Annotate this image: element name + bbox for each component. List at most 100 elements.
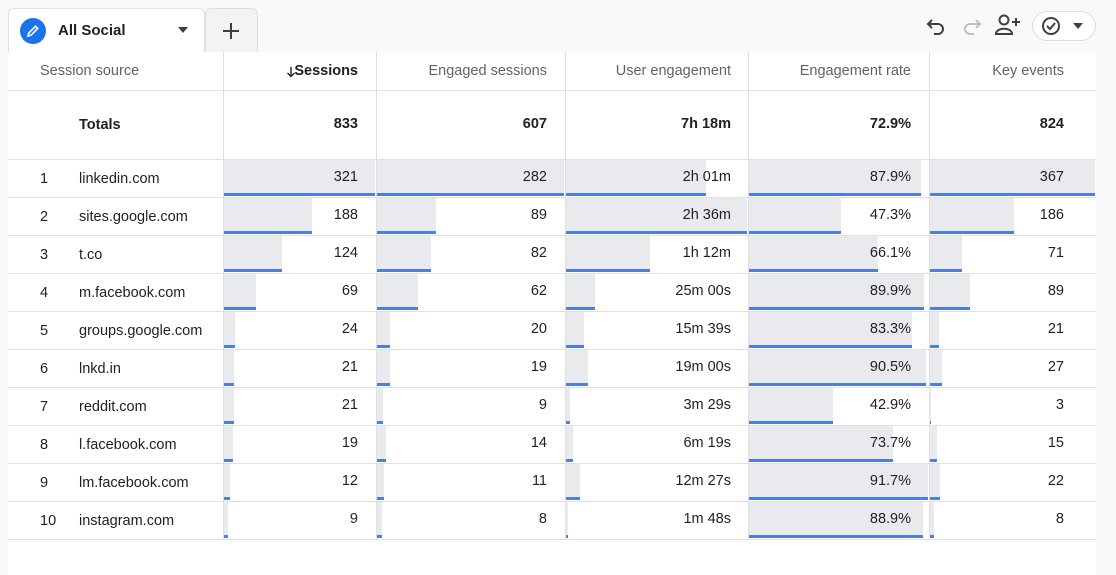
cell-bar [224,312,236,346]
share-icon[interactable] [994,12,1022,38]
cell-value: 69 [341,283,358,299]
column-header[interactable]: Sessions [294,63,358,79]
cell-bar-line [749,307,925,310]
cell-value: 66.1% [869,245,911,261]
cell-bar-line [224,497,230,500]
cell-value: 21 [341,397,358,413]
cell-bar-line [566,193,707,196]
row-rank: 4 [40,285,49,301]
column-header: Key events [992,63,1064,79]
cell-bar-line [566,383,589,386]
column-header: Engaged sessions [428,63,548,79]
column-header: User engagement [615,63,731,79]
cell-bar-line [377,269,432,272]
cell-bar-line [930,421,932,424]
cell-value: 3m 29s [683,397,731,413]
cell-bar-line [930,345,940,348]
cell-bar-line [224,535,229,538]
total-value: 607 [522,116,547,132]
cell-bar-line [224,421,234,424]
totals-label: Totals [79,117,121,133]
cell-bar [930,426,937,460]
cell-bar [224,160,375,194]
cell-bar [749,198,842,232]
cell-bar-line [377,193,564,196]
session-source: l.facebook.com [79,437,177,453]
cell-bar [377,312,391,346]
cell-bar-line [749,269,879,272]
cell-bar-line [930,497,940,500]
total-value: 7h 18m [681,116,731,132]
sort-arrow [286,65,296,78]
cell-value: 15 [1047,435,1064,451]
row-rank: 3 [40,247,49,263]
row-divider [8,539,1096,540]
cell-bar [566,312,585,346]
cell-bar [224,274,257,308]
undo-icon[interactable] [924,14,948,38]
cell-value: 367 [1039,169,1064,185]
status-button[interactable] [1032,11,1096,41]
cell-bar-line [930,269,962,272]
cell-bar-line [566,421,571,424]
row-divider [8,425,1096,426]
tab[interactable]: All Social [8,8,205,53]
session-source: instagram.com [79,513,175,529]
session-source: sites.google.com [79,209,188,225]
cell-value: 188 [333,207,358,223]
cell-bar [930,160,1095,194]
row-divider [8,273,1096,274]
cell-value: 73.7% [869,435,911,451]
cell-value: 1m 48s [683,511,731,527]
cell-bar-line [224,231,313,234]
cell-value: 71 [1047,245,1064,261]
cell-bar [224,236,283,270]
row-divider [8,90,1096,91]
cell-bar [566,388,571,422]
session-source: t.co [79,247,103,263]
cell-value: 8 [1055,511,1064,527]
cell-bar [377,502,383,536]
cell-value: 14 [530,435,547,451]
cell-bar [930,464,940,498]
row-divider [8,197,1096,198]
row-divider [8,463,1096,464]
cell-bar-line [749,535,923,538]
cell-bar-line [930,307,970,310]
cell-value: 8 [538,511,547,527]
cell-bar-line [377,459,387,462]
cell-bar-line [749,345,912,348]
cell-bar-line [749,459,893,462]
dropdown-arrow[interactable] [177,26,189,34]
data-table: Session source Sessions Engaged sessions Us… [8,52,1096,575]
row-rank: 5 [40,323,49,339]
cell-value: 9 [538,397,547,413]
cell-bar-line [224,269,283,272]
cell-bar [224,426,233,460]
column-divider [565,52,566,539]
cell-bar [224,350,234,384]
column-divider [223,52,224,539]
cell-value: 20 [530,321,547,337]
cell-bar-line [749,383,926,386]
redo-icon[interactable] [960,14,984,38]
cell-value: 21 [341,359,358,375]
cell-bar-line [224,459,233,462]
cell-bar [377,464,385,498]
cell-bar [930,502,934,536]
cell-bar [930,312,940,346]
cell-bar [224,198,313,232]
add-tab[interactable] [205,8,258,54]
cell-bar-line [224,193,375,196]
cell-value: 12m 27s [675,473,731,489]
cell-bar [930,274,970,308]
cell-bar [749,426,893,460]
cell-bar [377,198,437,232]
cell-value: 91.7% [869,473,911,489]
cell-value: 321 [333,169,358,185]
cell-bar [566,198,747,232]
cell-value: 88.9% [869,511,911,527]
cell-bar-line [566,535,569,538]
cell-bar [566,236,650,270]
cell-bar-line [930,193,1095,196]
